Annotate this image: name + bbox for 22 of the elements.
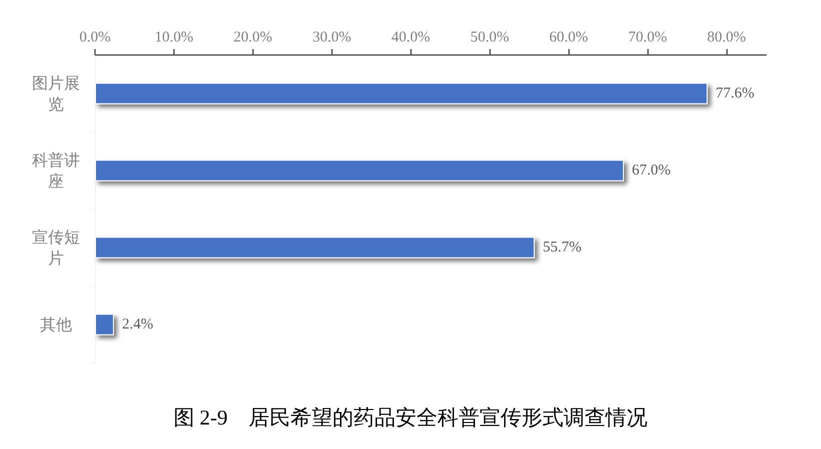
x-tick-label: 70.0% — [628, 30, 667, 46]
bar — [95, 236, 535, 258]
data-label: 67.0% — [632, 162, 671, 178]
x-tick-label: 40.0% — [391, 30, 430, 46]
x-tick-label: 20.0% — [234, 30, 272, 46]
y-tick-label: 宣传短片 — [32, 228, 80, 268]
data-label: 55.7% — [542, 240, 582, 256]
y-tick-label: 科普讲座 — [32, 150, 80, 190]
bar — [95, 82, 708, 104]
x-tick-label: 0.0% — [79, 30, 111, 46]
bar — [95, 160, 624, 182]
data-label: 2.4% — [122, 316, 154, 332]
text: 图 2-9 居民希望的药品安全科普宣传形式调查情况 — [173, 406, 648, 430]
data-label: 77.6% — [716, 86, 754, 102]
y-tick-label: 其他 — [40, 315, 72, 334]
y-tick-label: 图片展览 — [32, 74, 80, 114]
x-tick-label: 50.0% — [470, 30, 510, 46]
bar — [95, 314, 114, 336]
x-tick-label: 60.0% — [549, 30, 588, 46]
x-tick-label: 80.0% — [707, 30, 746, 46]
x-tick-label: 30.0% — [312, 30, 352, 46]
x-tick-label: 10.0% — [154, 30, 194, 46]
